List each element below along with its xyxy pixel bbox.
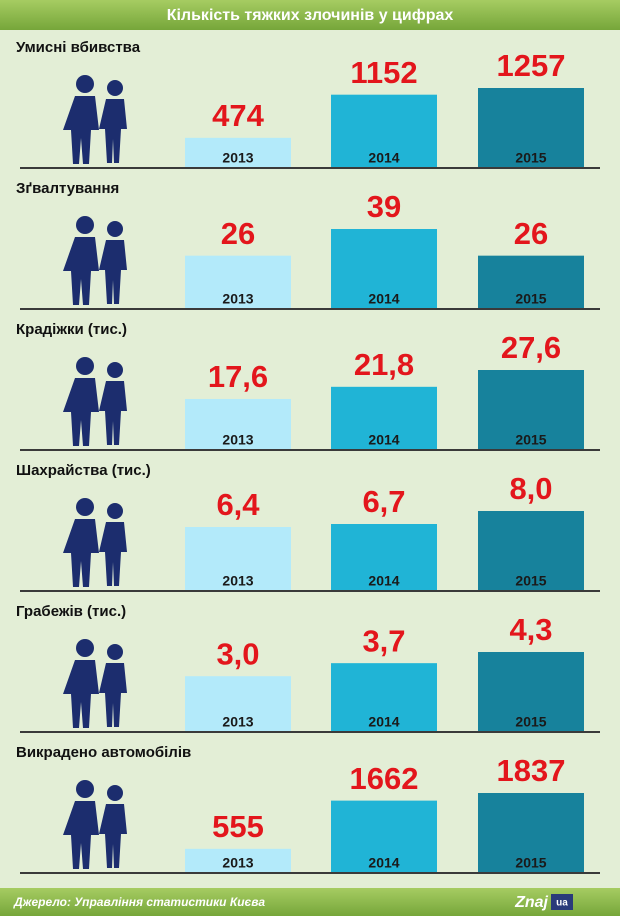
- year-label: 2015: [515, 291, 546, 307]
- bar: [478, 370, 584, 450]
- value-label: 555: [212, 809, 264, 844]
- bar: [185, 527, 291, 591]
- value-label: 1152: [350, 55, 417, 90]
- icon: [107, 644, 123, 660]
- value-label: 4,3: [509, 612, 552, 647]
- icon: [63, 519, 99, 587]
- value-label: 6,4: [216, 487, 260, 522]
- bar: [331, 229, 437, 309]
- value-label: 21,8: [354, 347, 414, 382]
- logo: Znaj: [514, 894, 548, 911]
- icon: [99, 522, 127, 586]
- year-label: 2013: [222, 291, 253, 307]
- icon: [76, 216, 94, 234]
- year-label: 2015: [515, 150, 546, 166]
- icon: [99, 804, 127, 868]
- value-label: 474: [212, 98, 264, 133]
- value-label: 26: [221, 216, 255, 251]
- icon: [63, 801, 99, 869]
- bar: [478, 652, 584, 732]
- panel-title: Викрадено автомобілів: [16, 744, 191, 761]
- icon: [76, 75, 94, 93]
- year-label: 2013: [222, 855, 253, 871]
- bar: [331, 800, 437, 873]
- icon: [63, 378, 99, 446]
- value-label: 27,6: [501, 330, 561, 365]
- value-label: 26: [514, 216, 548, 251]
- bar: [331, 386, 437, 450]
- panel-title: Шахрайства (тис.): [16, 462, 151, 479]
- icon: [63, 660, 99, 728]
- year-label: 2014: [368, 432, 399, 448]
- panel-title: Зґвалтування: [16, 180, 119, 197]
- year-label: 2014: [368, 714, 399, 730]
- value-label: 1257: [497, 48, 566, 83]
- value-label: 17,6: [208, 359, 268, 394]
- icon: [76, 498, 94, 516]
- icon: [107, 221, 123, 237]
- icon: [99, 663, 127, 727]
- year-label: 2015: [515, 714, 546, 730]
- panel-title: Крадіжки (тис.): [16, 321, 127, 338]
- year-label: 2014: [368, 291, 399, 307]
- value-label: 8,0: [509, 471, 552, 506]
- value-label: 6,7: [362, 484, 405, 519]
- bar: [185, 137, 291, 168]
- icon: [107, 785, 123, 801]
- value-label: 3,0: [216, 636, 259, 671]
- bar: [185, 255, 291, 309]
- icon: [107, 503, 123, 519]
- panel-title: Грабежів (тис.): [16, 603, 126, 620]
- value-label: 39: [367, 189, 401, 224]
- bar: [331, 663, 437, 732]
- bar: [331, 524, 437, 591]
- year-label: 2013: [222, 714, 253, 730]
- bar: [478, 793, 584, 873]
- value-label: 3,7: [362, 623, 405, 658]
- source: Джерело: Управління статистики Києва: [13, 895, 265, 909]
- icon: [107, 362, 123, 378]
- bar: [185, 398, 291, 450]
- page-title: Кількість тяжких злочинів у цифрах: [167, 7, 454, 24]
- year-label: 2015: [515, 855, 546, 871]
- panel-title: Умисні вбивства: [16, 39, 141, 56]
- year-label: 2013: [222, 150, 253, 166]
- year-label: 2014: [368, 855, 399, 871]
- icon: [99, 99, 127, 163]
- year-label: 2013: [222, 573, 253, 589]
- value-label: 1662: [350, 761, 419, 796]
- icon: [63, 96, 99, 164]
- footer-bar: [0, 888, 620, 916]
- logo-domain: ua: [556, 898, 568, 909]
- year-label: 2014: [368, 573, 399, 589]
- year-label: 2015: [515, 432, 546, 448]
- icon: [107, 80, 123, 96]
- year-label: 2014: [368, 150, 399, 166]
- icon: [99, 240, 127, 304]
- header-bar: [0, 0, 620, 30]
- icon: [76, 639, 94, 657]
- logo-box: [551, 894, 573, 910]
- icon: [63, 237, 99, 305]
- icon: [76, 357, 94, 375]
- icon: [99, 381, 127, 445]
- bar: [478, 88, 584, 168]
- icon: [76, 780, 94, 798]
- bar: [185, 848, 291, 873]
- year-label: 2013: [222, 432, 253, 448]
- value-label: 1837: [497, 753, 566, 788]
- bar: [478, 511, 584, 591]
- year-label: 2015: [515, 573, 546, 589]
- bar: [331, 94, 437, 168]
- bar: [185, 676, 291, 732]
- bar: [478, 255, 584, 309]
